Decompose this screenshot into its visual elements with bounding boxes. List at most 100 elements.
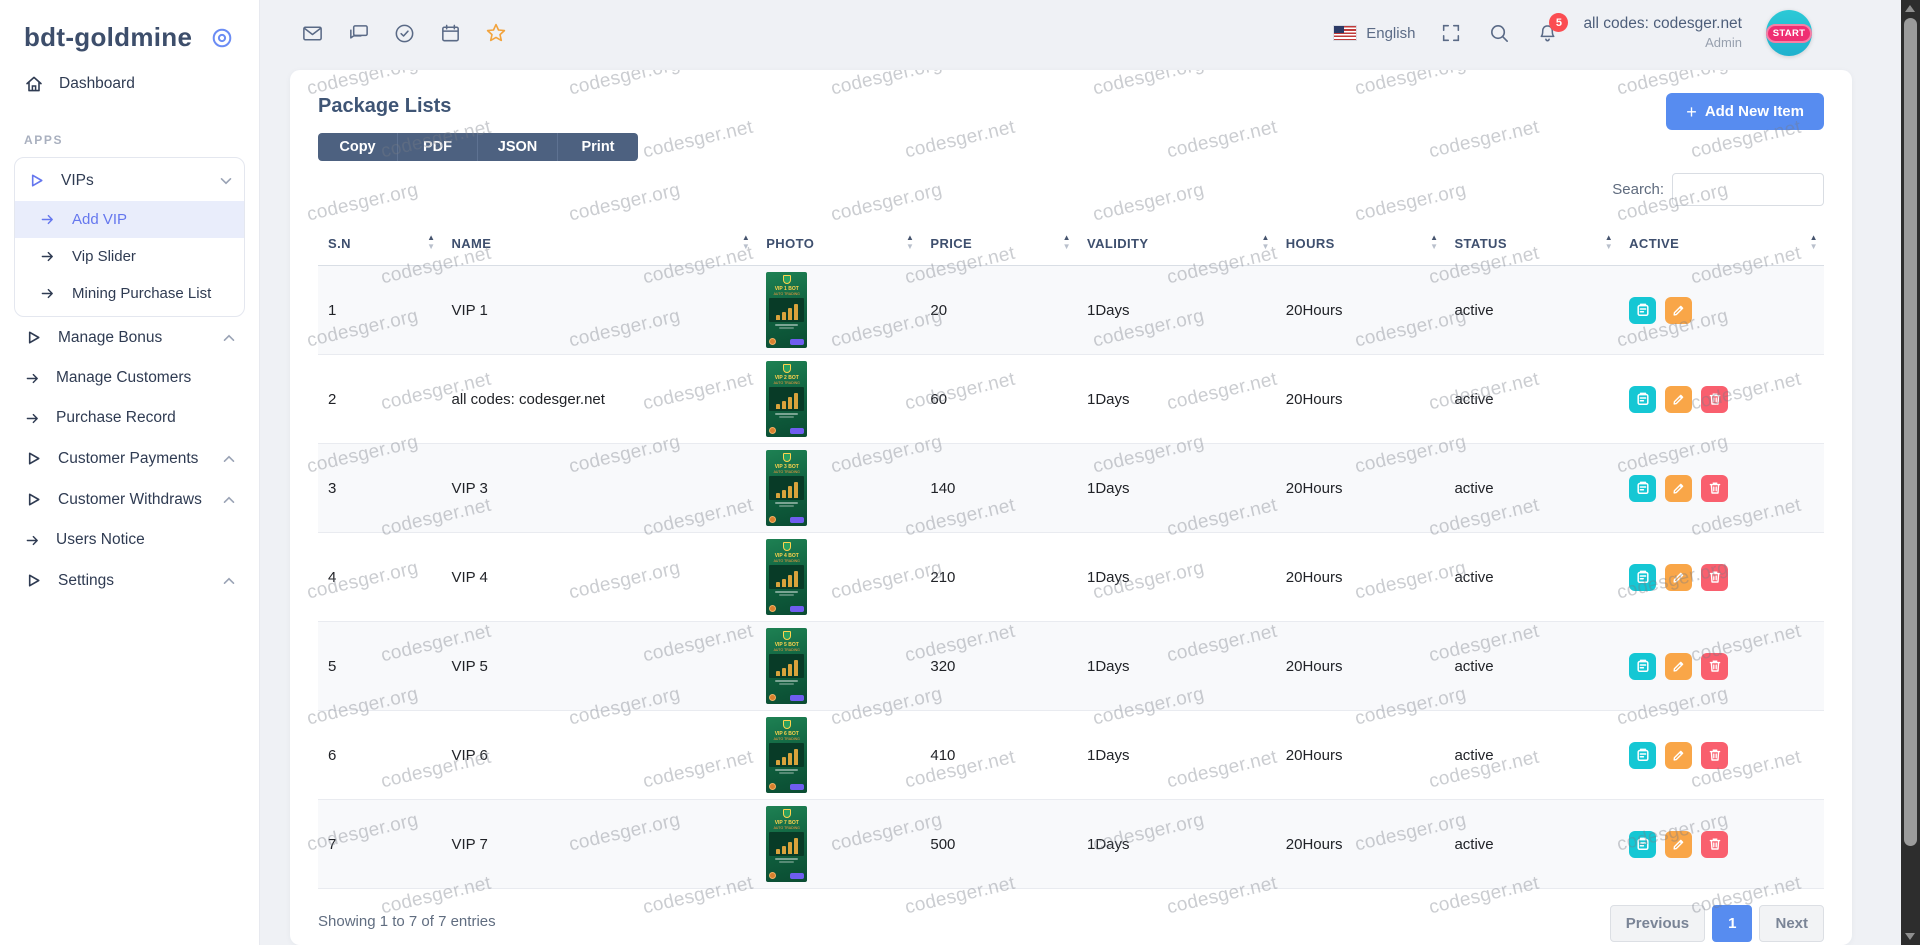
sort-icons[interactable]: ▲ ▼ [741, 233, 751, 251]
search-input[interactable] [1672, 173, 1824, 206]
column-header-status[interactable]: STATUS ▲ ▼ [1444, 224, 1620, 266]
pencil-icon [1673, 305, 1683, 316]
delete-button[interactable] [1701, 563, 1729, 591]
photo-chart-graphic [769, 387, 805, 411]
previous-page-button[interactable]: Previous [1609, 905, 1706, 942]
edit-button[interactable] [1665, 563, 1693, 591]
chevron-up-icon [223, 455, 235, 462]
cell-name: VIP 4 [441, 532, 757, 622]
package-photo: VIP 6 BOT AUTO TRADING [766, 717, 808, 793]
view-button[interactable] [1629, 296, 1657, 324]
view-button[interactable] [1629, 563, 1657, 591]
edit-button[interactable] [1665, 474, 1693, 502]
column-header-active[interactable]: ACTIVE ▲ ▼ [1619, 224, 1824, 266]
target-icon[interactable] [211, 27, 233, 49]
sort-icons[interactable]: ▲ ▼ [1261, 233, 1270, 251]
language-selector[interactable]: English [1334, 25, 1415, 42]
print-button[interactable]: Print [558, 133, 638, 161]
view-button[interactable] [1629, 741, 1657, 769]
sidebar-item-vip-slider[interactable]: Vip Slider [15, 238, 244, 275]
scrollbar-down-arrow[interactable] [1905, 933, 1915, 940]
sidebar-item-mining-purchase-list[interactable]: Mining Purchase List [15, 275, 244, 312]
language-label: English [1366, 24, 1416, 42]
column-header-validity[interactable]: VALIDITY ▲ ▼ [1076, 224, 1276, 266]
json-button[interactable]: JSON [478, 133, 558, 161]
star-icon[interactable] [484, 21, 508, 45]
view-button[interactable] [1629, 652, 1657, 680]
cell-actions [1619, 265, 1824, 355]
copy-button[interactable]: Copy [318, 133, 398, 161]
sidebar-item-label: Customer Payments [58, 449, 199, 467]
arrow-right-icon [26, 413, 38, 423]
photo-chart-graphic [769, 298, 805, 322]
sort-icons[interactable]: ▲ ▼ [1604, 233, 1614, 251]
sidebar-item-label: Add VIP [72, 211, 128, 228]
delete-button[interactable] [1701, 652, 1729, 680]
cell-price: 500 [920, 799, 1077, 889]
sidebar-item-vips[interactable]: VIPs [15, 160, 244, 201]
calendar-icon[interactable] [438, 21, 462, 45]
sidebar-item-customer-payments[interactable]: Customer Payments [14, 438, 245, 479]
cell-validity: 1Days [1076, 532, 1276, 622]
sidebar-item-manage-bonus[interactable]: Manage Bonus [14, 317, 245, 358]
mail-icon[interactable] [300, 21, 324, 45]
pagination: Previous 1 Next [1603, 905, 1824, 942]
cell-photo: VIP 2 BOT AUTO TRADING [756, 354, 921, 444]
sidebar-item-dashboard[interactable]: Dashboard [14, 63, 245, 105]
pdf-button[interactable]: PDF [398, 133, 478, 161]
brand-title: bdt-goldmine [24, 22, 193, 52]
page-1-button[interactable]: 1 [1712, 905, 1753, 942]
check-circle-icon[interactable] [392, 21, 416, 45]
sidebar-item-label: Users Notice [56, 531, 145, 548]
sort-icons[interactable]: ▲ ▼ [427, 233, 436, 251]
coin-icon [769, 516, 777, 523]
view-button[interactable] [1629, 474, 1657, 502]
column-header-photo[interactable]: PHOTO ▲ ▼ [756, 224, 921, 266]
trash-icon [1709, 838, 1720, 850]
delete-button[interactable] [1701, 385, 1729, 413]
delete-button[interactable] [1701, 830, 1729, 858]
sort-icons[interactable]: ▲ ▼ [1809, 233, 1818, 251]
notifications-bell-icon[interactable]: 5 [1535, 13, 1569, 45]
edit-button[interactable] [1665, 830, 1693, 858]
arrow-right-icon [26, 535, 38, 545]
photo-chart-graphic [769, 476, 805, 500]
edit-button[interactable] [1665, 652, 1693, 680]
sidebar-item-purchase-record[interactable]: Purchase Record [14, 398, 245, 438]
view-button[interactable] [1629, 830, 1657, 858]
sort-icons[interactable]: ▲ ▼ [1062, 233, 1071, 251]
column-header-name[interactable]: NAME ▲ ▼ [441, 224, 757, 266]
delete-button[interactable] [1701, 741, 1729, 769]
sort-icons[interactable]: ▲ ▼ [1430, 233, 1439, 251]
edit-button[interactable] [1665, 741, 1693, 769]
edit-button[interactable] [1665, 296, 1693, 324]
sidebar-item-settings[interactable]: Settings [14, 560, 245, 601]
search-icon[interactable] [1487, 21, 1511, 45]
scrollbar-up-arrow[interactable] [1905, 5, 1915, 12]
arrow-right-icon [26, 373, 38, 383]
column-header-sn[interactable]: S.N ▲ ▼ [318, 224, 442, 266]
coin-icon [769, 783, 777, 790]
sidebar-item-manage-customers[interactable]: Manage Customers [14, 358, 245, 398]
next-page-button[interactable]: Next [1759, 905, 1824, 942]
view-button[interactable] [1629, 385, 1657, 413]
delete-button[interactable] [1701, 474, 1729, 502]
avatar[interactable]: START [1765, 10, 1813, 56]
column-header-hours[interactable]: HOURS ▲ ▼ [1275, 224, 1445, 266]
coin-icon [769, 694, 777, 701]
clipboard-icon [1637, 659, 1649, 672]
cell-hours: 20Hours [1275, 799, 1445, 889]
sidebar-item-customer-withdraws[interactable]: Customer Withdraws [14, 479, 245, 520]
column-header-price[interactable]: PRICE ▲ ▼ [920, 224, 1077, 266]
scrollbar-thumb[interactable] [1904, 18, 1917, 846]
add-new-item-button[interactable]: + Add New Item [1666, 93, 1824, 130]
topbar: English 5 all codes: codesger.net Admin … [260, 0, 1900, 66]
chat-icon[interactable] [346, 21, 370, 45]
edit-button[interactable] [1665, 385, 1693, 413]
sidebar-item-users-notice[interactable]: Users Notice [14, 520, 245, 560]
pencil-icon [1673, 572, 1683, 583]
sort-icons[interactable]: ▲ ▼ [906, 233, 915, 251]
sidebar-item-add-vip[interactable]: Add VIP [15, 201, 244, 238]
fullscreen-icon[interactable] [1439, 21, 1463, 45]
scrollbar-track[interactable] [1901, 0, 1920, 945]
